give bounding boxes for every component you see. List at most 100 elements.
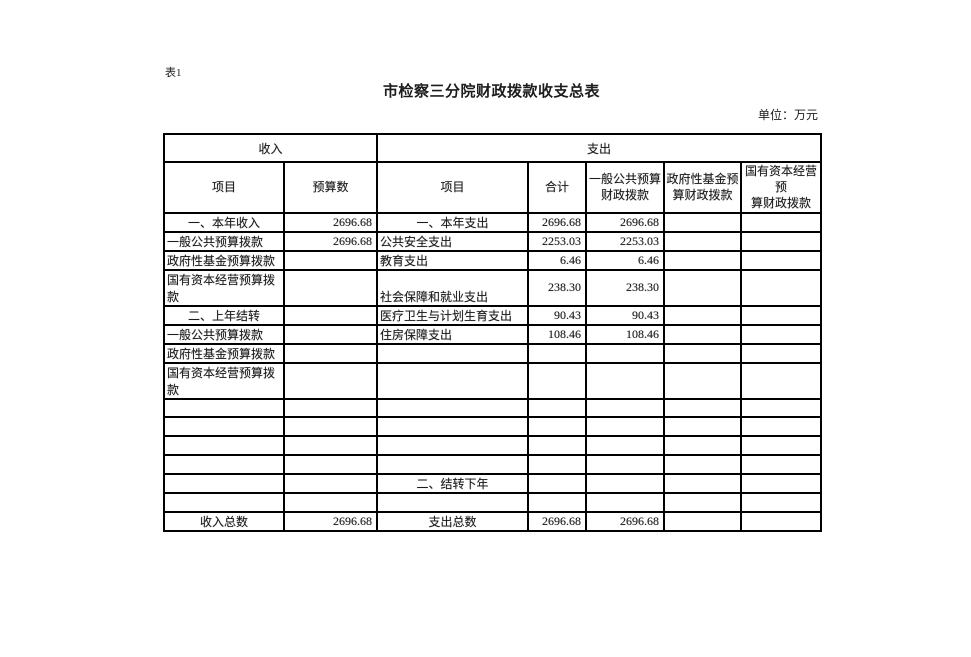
income-item-cell: 一般公共预算拨款 (163, 230, 285, 252)
exp-total-cell (527, 342, 588, 364)
budget-table: 收入 支出 项目 预算数 项目 合计 一般公共预算 财政拨款 政府性基金预 算财… (162, 133, 823, 532)
exp-item-cell (376, 397, 530, 419)
income-budget-cell (282, 268, 379, 307)
exp-total-cell (527, 491, 588, 513)
exp-item-cell: 住房保障支出 (376, 323, 530, 345)
exp-total-cell: 90.43 (527, 304, 588, 326)
exp-item-cell: 一、本年支出 (376, 211, 530, 233)
income-item-cell: 政府性基金预算拨款 (163, 342, 285, 364)
income-budget-cell (282, 323, 379, 345)
exp-general-budget-cell (585, 342, 666, 364)
exp-item-cell: 支出总数 (376, 510, 530, 532)
col-header-income-budget: 预算数 (282, 161, 379, 214)
col-header-exp-total: 合计 (527, 161, 588, 214)
exp-item-cell (376, 435, 530, 456)
table-row: 国有资本经营预算拨款 社会保障和就业支出 238.30 238.30 (163, 268, 823, 307)
exp-item-cell: 社会保障和就业支出 (376, 268, 530, 307)
exp-item-cell (376, 416, 530, 438)
col-header-exp-general-budget: 一般公共预算 财政拨款 (585, 161, 666, 214)
exp-state-capital-cell (740, 304, 823, 326)
exp-gov-fund-cell (663, 304, 743, 326)
exp-state-capital-cell (740, 435, 823, 456)
exp-gov-fund-cell (663, 397, 743, 419)
exp-general-budget-cell: 6.46 (585, 249, 666, 271)
income-budget-cell: 2696.68 (282, 211, 379, 233)
table-row: 二、上年结转 医疗卫生与计划生育支出 90.43 90.43 (163, 304, 823, 326)
income-budget-cell (282, 249, 379, 271)
exp-total-cell (527, 416, 588, 438)
page-title: 市检察三分院财政拨款收支总表 (382, 84, 600, 100)
table-row: 一般公共预算拨款 2696.68 公共安全支出 2253.03 2253.03 (163, 230, 823, 252)
income-item-cell (163, 397, 285, 419)
exp-state-capital-cell (740, 416, 823, 438)
exp-general-budget-cell (585, 491, 666, 513)
income-budget-cell (282, 472, 379, 494)
exp-general-budget-cell: 2696.68 (585, 510, 666, 532)
exp-gov-fund-cell (663, 453, 743, 475)
exp-item-cell (376, 453, 530, 475)
exp-gov-fund-cell (663, 342, 743, 364)
exp-gov-fund-cell (663, 472, 743, 494)
income-item-cell: 一、本年收入 (163, 211, 285, 233)
exp-item-cell: 医疗卫生与计划生育支出 (376, 304, 530, 326)
section-header-row: 收入 支出 (162, 133, 823, 163)
income-budget-cell (282, 342, 379, 364)
exp-general-budget-cell: 90.43 (585, 304, 666, 326)
exp-total-cell (527, 472, 588, 494)
table-row (163, 435, 823, 456)
income-item-cell: 国有资本经营预算拨款 (163, 361, 285, 400)
exp-item-cell: 公共安全支出 (376, 230, 530, 252)
column-header-row: 项目 预算数 项目 合计 一般公共预算 财政拨款 政府性基金预 算财政拨款 国有… (163, 161, 823, 214)
exp-gov-fund-cell (663, 435, 743, 456)
income-item-cell (163, 491, 285, 513)
exp-item-cell: 教育支出 (376, 249, 530, 271)
exp-state-capital-cell (740, 249, 823, 271)
col-header-exp-state-capital: 国有资本经营预 算财政拨款 (740, 161, 823, 214)
exp-total-cell: 2253.03 (527, 230, 588, 252)
exp-total-cell: 6.46 (527, 249, 588, 271)
exp-general-budget-cell (585, 416, 666, 438)
exp-state-capital-cell (740, 453, 823, 475)
exp-general-budget-cell (585, 397, 666, 419)
exp-total-cell: 2696.68 (527, 211, 588, 233)
income-item-cell: 政府性基金预算拨款 (163, 249, 285, 271)
income-budget-cell (282, 361, 379, 400)
table-row (163, 416, 823, 438)
exp-total-cell: 238.30 (527, 268, 588, 307)
income-budget-cell: 2696.68 (282, 510, 379, 532)
exp-gov-fund-cell (663, 268, 743, 307)
income-item-cell: 收入总数 (163, 510, 285, 532)
exp-total-cell (527, 435, 588, 456)
exp-gov-fund-cell (663, 510, 743, 532)
table-body: 一、本年收入 2696.68 一、本年支出 2696.68 2696.68 一般公共预算拨… (163, 211, 823, 532)
table-row: 政府性基金预算拨款 教育支出 6.46 6.46 (163, 249, 823, 271)
exp-total-cell (527, 453, 588, 475)
table-row: 二、结转下年 (163, 472, 823, 494)
col-header-income-item: 项目 (163, 161, 285, 214)
table-row (163, 491, 823, 513)
exp-general-budget-cell: 108.46 (585, 323, 666, 345)
table-row (163, 397, 823, 419)
table-row: 一般公共预算拨款 住房保障支出 108.46 108.46 (163, 323, 823, 345)
table-row: 政府性基金预算拨款 (163, 342, 823, 364)
income-budget-cell (282, 397, 379, 419)
exp-total-cell (527, 397, 588, 419)
exp-gov-fund-cell (663, 230, 743, 252)
col-header-exp-item: 项目 (376, 161, 530, 214)
exp-general-budget-cell (585, 453, 666, 475)
exp-gov-fund-cell (663, 416, 743, 438)
table-row: 一、本年收入 2696.68 一、本年支出 2696.68 2696.68 (163, 211, 823, 233)
exp-total-cell (527, 361, 588, 400)
income-budget-cell (282, 304, 379, 326)
income-item-cell (163, 416, 285, 438)
col-header-exp-gov-fund: 政府性基金预 算财政拨款 (663, 161, 743, 214)
exp-total-cell: 108.46 (527, 323, 588, 345)
exp-state-capital-cell (740, 342, 823, 364)
exp-gov-fund-cell (663, 323, 743, 345)
exp-gov-fund-cell (663, 249, 743, 271)
exp-gov-fund-cell (663, 361, 743, 400)
exp-general-budget-cell: 238.30 (585, 268, 666, 307)
income-item-cell: 二、上年结转 (163, 304, 285, 326)
sheet-label: 表1 (165, 67, 182, 79)
